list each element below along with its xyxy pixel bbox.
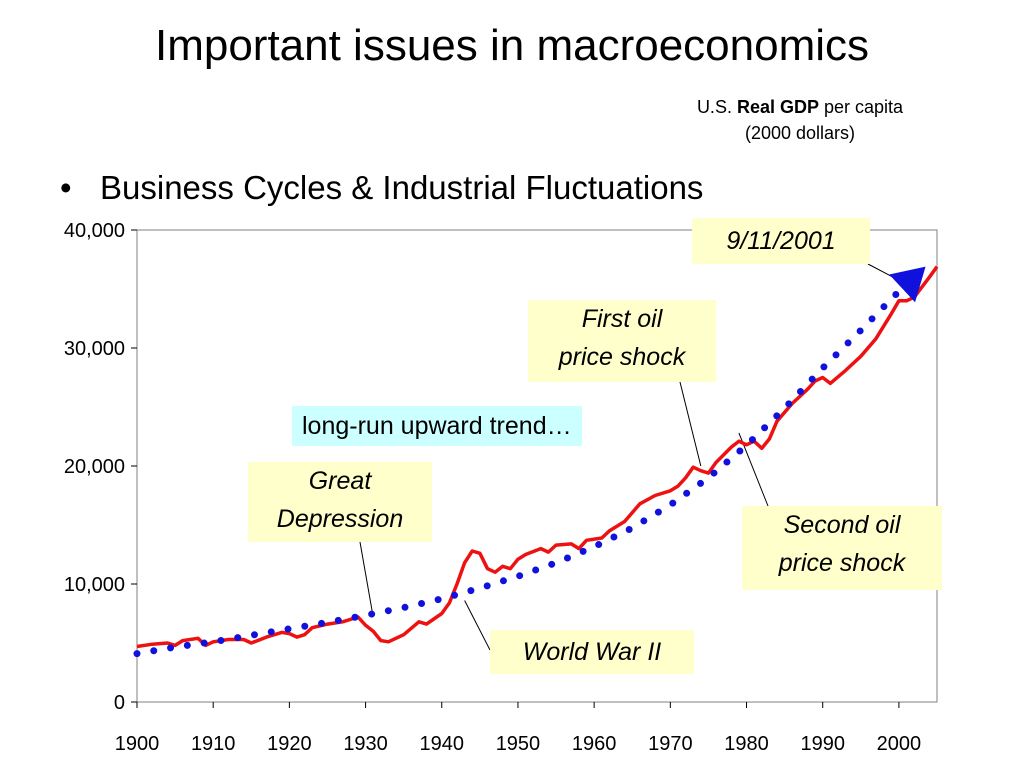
sept-11-callout: 9/11/2001 bbox=[692, 218, 870, 264]
caption-line-1: U.S. Real GDP per capita bbox=[650, 94, 950, 120]
y-tick-label: 40,000 bbox=[64, 220, 125, 242]
trend-arrowhead bbox=[889, 266, 926, 303]
x-tick-label: 1910 bbox=[191, 733, 236, 755]
second-oil-line-2: price shock bbox=[778, 549, 906, 577]
x-tick-label: 1950 bbox=[496, 733, 541, 755]
chart-caption: U.S. Real GDP per capita (2000 dollars) bbox=[650, 94, 950, 146]
gdp-line bbox=[136, 265, 939, 649]
x-tick-label: 1970 bbox=[648, 733, 693, 755]
great-depression-connector bbox=[359, 541, 374, 618]
x-tick-label: 1990 bbox=[800, 733, 845, 755]
caption-bold: Real GDP bbox=[736, 97, 819, 117]
first-oil-shock-callout: First oil price shock bbox=[528, 300, 716, 382]
trend-label: long-run upward trend… bbox=[292, 406, 582, 446]
y-tick-label: 10,000 bbox=[64, 574, 125, 596]
first-oil-line-1: First oil bbox=[581, 305, 663, 333]
x-tick-label: 1900 bbox=[115, 733, 160, 755]
bullet-item: • Business Cycles & Industrial Fluctuatio… bbox=[60, 164, 703, 212]
x-tick-label: 1960 bbox=[572, 733, 617, 755]
world-war-2-callout: World War II bbox=[490, 630, 694, 674]
trend-line-dotted bbox=[133, 280, 910, 658]
caption-prefix: U.S. bbox=[696, 97, 737, 117]
great-depression-line-2: Depression bbox=[276, 505, 404, 533]
second-oil-shock-callout: Second oil price shock bbox=[742, 506, 942, 590]
y-tick-label: 0 bbox=[114, 692, 125, 714]
bullet-text: Business Cycles & Industrial Fluctuation… bbox=[100, 169, 704, 206]
great-depression-callout: Great Depression bbox=[248, 462, 432, 542]
first-oil-connector bbox=[679, 381, 702, 467]
y-tick-label: 20,000 bbox=[64, 456, 125, 478]
x-tick-label: 1980 bbox=[724, 733, 769, 755]
x-tick-label: 1920 bbox=[267, 733, 312, 755]
axes-layer: 0 10,000 20,000 30,000 40,000 1900 1910 1920 193… bbox=[64, 220, 938, 755]
caption-line-2: (2000 dollars) bbox=[744, 123, 856, 143]
second-oil-line-1: Second oil bbox=[783, 511, 901, 539]
caption-suffix: per capita bbox=[818, 97, 904, 117]
bullet-marker: • bbox=[60, 169, 72, 206]
x-tick-label: 1940 bbox=[420, 733, 465, 755]
x-tick-label: 1930 bbox=[343, 733, 388, 755]
great-depression-line-1: Great bbox=[308, 467, 372, 495]
x-tick-label: 2000 bbox=[877, 733, 922, 755]
first-oil-line-2: price shock bbox=[558, 343, 686, 371]
y-tick-label: 30,000 bbox=[64, 338, 125, 360]
slide-title: Important issues in macroeconomics bbox=[154, 21, 870, 70]
data-layer bbox=[133, 265, 939, 658]
world-war-2-connector bbox=[464, 600, 491, 651]
